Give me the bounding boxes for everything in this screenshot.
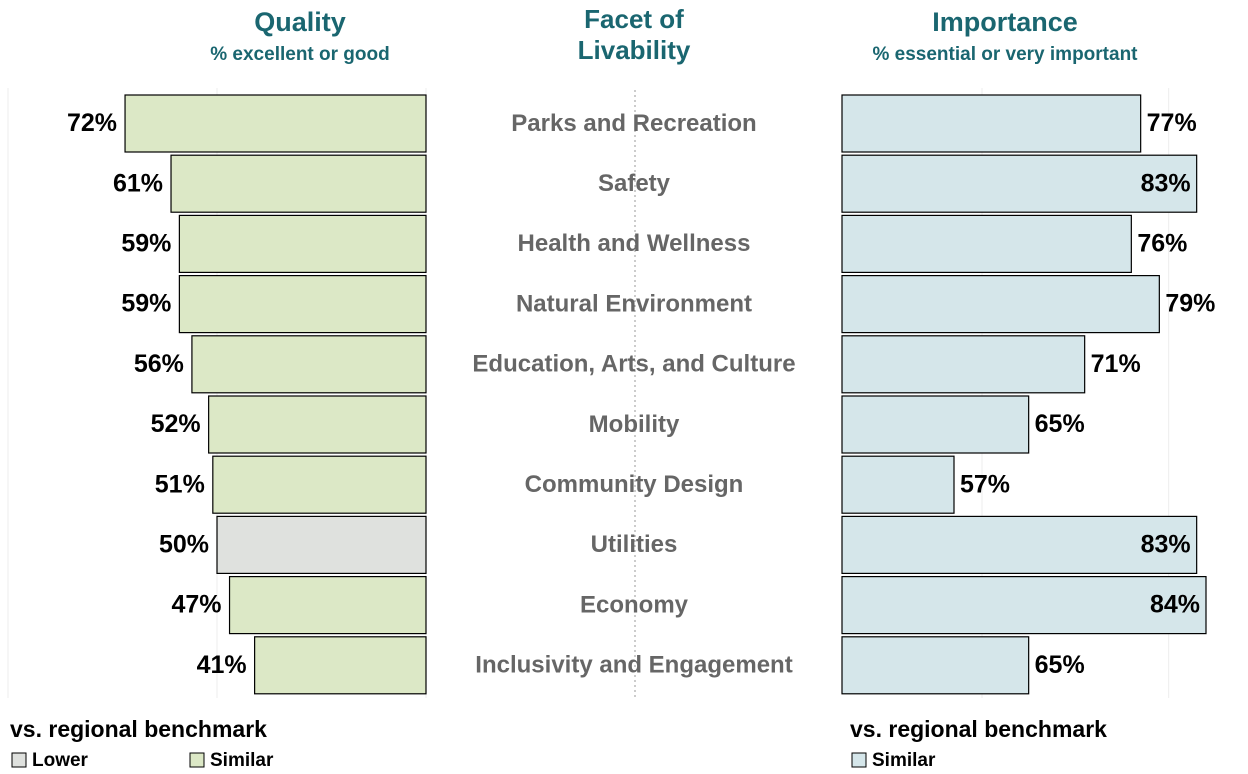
category-label: Economy <box>580 591 689 618</box>
category-label: Inclusivity and Engagement <box>475 652 792 679</box>
panel-title: Quality <box>254 7 346 37</box>
category-title: Facet of Livability <box>577 4 691 65</box>
bar <box>254 636 427 695</box>
legend-label: Lower <box>32 750 89 771</box>
value-label: 77% <box>1147 109 1197 137</box>
value-label: 59% <box>121 290 171 318</box>
category-label: Natural Environment <box>516 290 752 317</box>
bar <box>178 214 427 273</box>
bar <box>841 154 1198 213</box>
bar <box>841 455 955 514</box>
value-label: 84% <box>1150 591 1200 619</box>
value-label: 61% <box>113 169 163 197</box>
bar <box>841 636 1030 695</box>
value-label: 72% <box>67 109 117 137</box>
value-label: 65% <box>1035 410 1085 438</box>
bar <box>841 515 1198 575</box>
value-label: 57% <box>960 470 1010 498</box>
bar <box>212 455 427 514</box>
value-label: 50% <box>159 531 209 559</box>
category-label: Education, Arts, and Culture <box>472 351 795 378</box>
category-label: Safety <box>598 170 671 197</box>
value-label: 83% <box>1141 169 1191 197</box>
bar <box>178 275 427 334</box>
value-label: 59% <box>121 230 171 258</box>
bar <box>841 94 1142 153</box>
legend-label: Similar <box>210 750 274 771</box>
bar <box>841 275 1160 334</box>
bar <box>841 335 1086 394</box>
category-label: Community Design <box>525 471 744 498</box>
value-label: 47% <box>171 591 221 619</box>
category-label: Mobility <box>589 411 680 438</box>
legend-title: vs. regional benchmark <box>850 716 1107 742</box>
bar <box>124 94 427 153</box>
value-label: 65% <box>1035 651 1085 679</box>
value-label: 71% <box>1091 350 1141 378</box>
legend-title: vs. regional benchmark <box>10 716 267 742</box>
value-label: 83% <box>1141 531 1191 559</box>
value-label: 41% <box>197 651 247 679</box>
legend-label: Similar <box>872 750 936 771</box>
bar <box>841 395 1030 454</box>
bar <box>841 214 1132 273</box>
value-label: 79% <box>1165 290 1215 318</box>
bar <box>216 515 427 575</box>
category-label: Parks and Recreation <box>511 110 756 137</box>
bar <box>841 575 1207 635</box>
value-label: 51% <box>155 470 205 498</box>
value-label: 56% <box>134 350 184 378</box>
bar <box>170 154 427 213</box>
bar <box>208 395 427 454</box>
category-label: Utilities <box>591 531 678 558</box>
bar <box>228 575 427 635</box>
panel-subtitle: % essential or very important <box>872 44 1138 65</box>
panel-title: Importance <box>932 7 1078 37</box>
bar <box>191 335 427 394</box>
legend-swatch <box>851 752 867 768</box>
legend-swatch <box>189 752 205 768</box>
value-label: 52% <box>151 410 201 438</box>
category-label: Health and Wellness <box>518 230 751 257</box>
value-label: 76% <box>1137 230 1187 258</box>
legend-swatch <box>11 752 27 768</box>
panel-subtitle: % excellent or good <box>210 44 389 65</box>
